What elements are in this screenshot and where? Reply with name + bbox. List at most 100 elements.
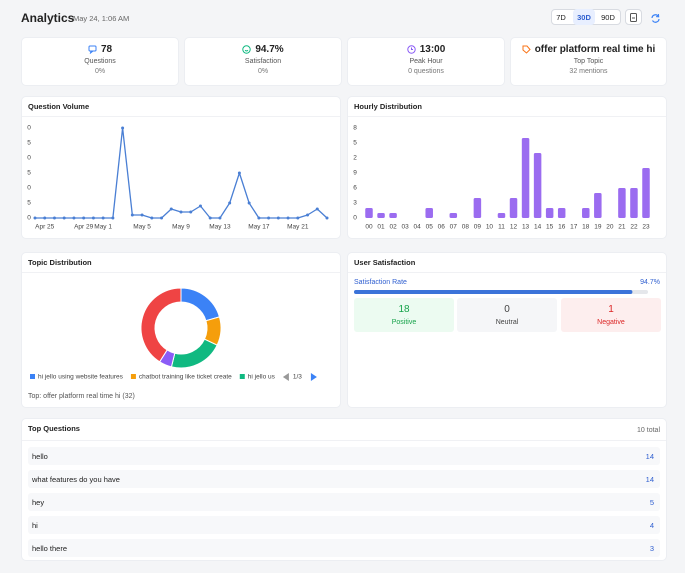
line-chart: 0 5 0 5 0 5 0 Apr 25 Apr 29 May 1 May 5 May 9 May 13… [27,125,329,231]
x-tick-label: 15 [546,224,554,231]
card-title: Top Questions [28,424,80,433]
legend-label: hi jello using website features [38,374,124,381]
y-tick-label: 0 [353,215,357,222]
count-label: Negative [597,319,625,326]
legend-swatch [239,374,245,379]
x-tick-label: 13 [522,224,530,231]
legend-label: chatbot training like ticket create [139,374,232,381]
y-tick-label: 5 [27,170,31,177]
x-tick-label: 02 [389,224,397,231]
y-tick-label: 5 [27,200,31,207]
stat-value: offer platform real time hi [534,44,656,55]
x-tick-label: May 5 [133,224,151,231]
y-tick-label: 0 [27,125,31,132]
point [82,216,86,220]
y-tick-label: 6 [353,185,357,192]
divider [22,272,340,273]
point [150,216,154,220]
divider [22,440,666,441]
count: 0 [504,304,510,315]
point [257,216,261,220]
top-questions-card: Top Questions 10 total hello 14 what feat… [21,418,667,561]
count: 14 [645,452,654,461]
bar [365,208,373,218]
point [296,216,300,220]
range-button[interactable]: 90D [601,12,615,22]
bar [582,208,590,218]
neutral-box: 0 Neutral [457,298,557,332]
export-button[interactable] [625,9,642,25]
x-tick-label: 00 [365,224,373,231]
top-topic-note: Top: offer platform real time hi (32) [28,393,135,400]
x-tick-label: 03 [402,224,410,231]
x-tick-label: 17 [570,224,578,231]
chart-card: Topic Distribution hi jello using websit… [21,252,341,408]
x-tick-label: 08 [462,224,470,231]
stat-value: 13:00 [419,44,446,55]
stat-card: offer platform real time hi Top Topic 32… [510,37,667,86]
question: hey [32,498,45,507]
count: 18 [398,304,410,315]
count-label: Positive [391,319,417,326]
x-tick-label: 09 [474,224,482,231]
bar [473,198,482,218]
stat-label: Questions [84,58,116,65]
point [101,216,105,220]
question-row: what features do you have 14 [28,470,660,488]
card-title: Question Volume [28,102,90,111]
pager-next [310,373,317,381]
total: 10 total [637,427,660,434]
point [276,216,280,220]
y-tick-label: 9 [353,170,357,177]
line [35,127,328,219]
satisfaction-card: User Satisfaction Satisfaction Rate 94.7… [347,252,667,408]
point [325,216,329,220]
bar [533,153,542,218]
point [208,216,212,220]
point [315,207,319,211]
chat-icon [88,45,97,54]
question: hi [32,521,38,530]
bar [618,188,626,218]
point [121,126,125,130]
point [91,216,95,220]
bar [509,198,518,218]
point [228,201,232,205]
bar [377,213,385,218]
refresh-icon [651,13,660,23]
divider [22,116,340,117]
count: 14 [645,475,654,484]
x-tick-label: 19 [594,224,602,231]
range-button[interactable]: 30D [573,9,595,25]
stat-label: Top Topic [573,58,604,65]
y-tick-label: 0 [27,215,31,222]
card-title: Topic Distribution [28,258,92,267]
divider [348,116,666,117]
bar [642,168,650,218]
stat-value: 94.7% [255,44,284,55]
count-label: Neutral [495,319,519,326]
legend-swatch [130,374,136,379]
stat-change: 0% [257,68,269,75]
rate-label: Satisfaction Rate [354,279,407,286]
x-tick-label: 18 [582,224,590,231]
stat-change: 0% [94,68,106,75]
bar [425,208,433,218]
rate-value: 94.7% [640,279,660,286]
point [43,216,47,220]
point [237,171,241,175]
range-button[interactable]: 7D [556,12,566,22]
export-icon [630,12,637,22]
y-tick-label: 5 [27,140,31,147]
bar [630,188,638,218]
bar [497,213,506,218]
x-tick-label: 01 [377,224,385,231]
card-title: User Satisfaction [354,258,416,267]
question-row: hey 5 [28,493,660,511]
timestamp: May 24, 1:06 AM [73,14,130,23]
stat-value: 78 [100,44,113,55]
refresh-button[interactable] [650,11,661,29]
y-tick-label: 0 [27,155,31,162]
